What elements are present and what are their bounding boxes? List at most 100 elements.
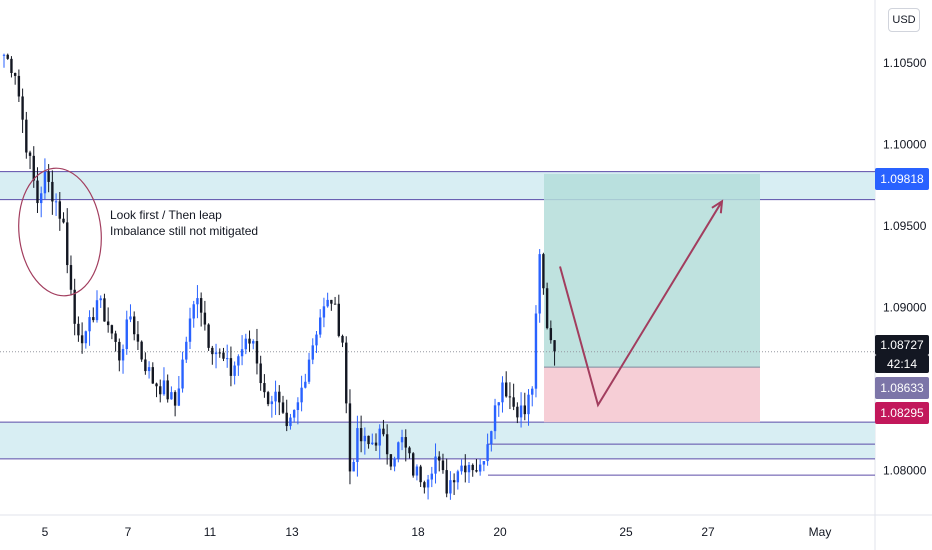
candle-body bbox=[6, 54, 9, 59]
target-price-label[interactable]: 1.09818 bbox=[875, 168, 929, 190]
candle-body bbox=[322, 306, 326, 318]
candle-body bbox=[155, 383, 158, 387]
candle-body bbox=[516, 406, 519, 418]
x-tick-label: 7 bbox=[125, 525, 132, 539]
candle-body bbox=[319, 317, 322, 335]
entry-price-label[interactable]: 1.08633 bbox=[875, 377, 929, 399]
candle-body bbox=[307, 359, 311, 382]
candle-body bbox=[356, 428, 359, 462]
candle-body bbox=[28, 152, 32, 156]
candle-body bbox=[553, 340, 556, 352]
candle-body bbox=[493, 405, 497, 432]
candle-body bbox=[501, 382, 504, 403]
stop-price-label[interactable]: 1.08295 bbox=[875, 402, 929, 424]
demand-zone bbox=[0, 422, 875, 459]
candle-body bbox=[527, 394, 530, 415]
candle-body bbox=[412, 453, 415, 476]
candle-body bbox=[226, 358, 229, 360]
candle-body bbox=[140, 341, 143, 360]
candle-body bbox=[166, 380, 169, 400]
candle-body bbox=[478, 464, 482, 472]
candle-body bbox=[408, 447, 411, 454]
profit-zone bbox=[544, 173, 760, 368]
candle-body bbox=[218, 352, 221, 354]
candle-body bbox=[400, 437, 404, 443]
candle-body bbox=[419, 466, 422, 483]
candle-body bbox=[144, 359, 147, 372]
candle-body bbox=[237, 356, 240, 366]
candle-body bbox=[77, 323, 80, 336]
candle-body bbox=[248, 338, 251, 344]
x-tick-label: 25 bbox=[619, 525, 633, 539]
candle-body bbox=[289, 417, 292, 427]
candle-body bbox=[222, 352, 225, 359]
candle-body bbox=[486, 444, 489, 462]
candle-body bbox=[252, 341, 255, 344]
candle-body bbox=[281, 402, 285, 413]
candle-body bbox=[352, 461, 355, 472]
candle-body bbox=[92, 317, 95, 321]
currency-button[interactable]: USD bbox=[888, 8, 920, 32]
candle-body bbox=[545, 288, 549, 329]
candle-body bbox=[445, 470, 448, 494]
candle-body bbox=[393, 458, 396, 467]
candle-body bbox=[147, 367, 151, 372]
candle-body bbox=[449, 480, 452, 494]
candle-body bbox=[17, 75, 21, 97]
loss-zone bbox=[544, 367, 760, 423]
candle-body bbox=[367, 435, 370, 445]
candle-body bbox=[110, 325, 114, 334]
candle-body bbox=[371, 442, 374, 445]
candle-body bbox=[337, 303, 340, 336]
current-price-label[interactable]: 1.08727 bbox=[875, 335, 929, 355]
candle-body bbox=[330, 299, 333, 304]
projection-arrowhead bbox=[711, 199, 724, 214]
candle-body bbox=[341, 335, 344, 343]
candle-body bbox=[363, 435, 367, 442]
candle-body bbox=[32, 155, 35, 181]
candle-body bbox=[47, 171, 50, 182]
candle-body bbox=[54, 201, 58, 203]
candle-body bbox=[438, 456, 441, 461]
candle-body bbox=[43, 171, 47, 194]
candle-body bbox=[103, 298, 106, 322]
candle-body bbox=[464, 465, 467, 473]
candle-body bbox=[73, 289, 76, 324]
candle-body bbox=[2, 54, 6, 56]
candle-body bbox=[181, 359, 184, 389]
candle-body bbox=[162, 380, 166, 395]
countdown-label: 42:14 bbox=[875, 355, 929, 373]
candle-body bbox=[263, 383, 266, 393]
annotation-look-first: Look first / Then leap bbox=[110, 208, 222, 222]
candle-body bbox=[207, 324, 210, 348]
candle-body bbox=[136, 334, 140, 342]
candle-body bbox=[125, 319, 128, 350]
candle-body bbox=[415, 466, 419, 476]
candle-body bbox=[266, 392, 270, 405]
candle-body bbox=[255, 341, 259, 364]
candle-body bbox=[66, 222, 69, 266]
candle-body bbox=[240, 349, 244, 357]
candle-body bbox=[88, 317, 91, 332]
candle-body bbox=[133, 316, 136, 335]
candle-body bbox=[497, 402, 500, 406]
candle-body bbox=[423, 482, 426, 488]
candle-body bbox=[274, 391, 277, 402]
y-tick-label: 1.09000 bbox=[883, 300, 927, 314]
candle-body bbox=[203, 312, 207, 325]
x-tick-label: 20 bbox=[493, 525, 507, 539]
candle-body bbox=[508, 396, 512, 398]
candle-body bbox=[84, 331, 88, 344]
candle-body bbox=[505, 382, 508, 397]
y-tick-label: 1.08000 bbox=[883, 463, 927, 477]
x-tick-label: 13 bbox=[285, 525, 299, 539]
candle-body bbox=[199, 298, 203, 313]
candle-body bbox=[244, 338, 247, 350]
candle-body bbox=[300, 387, 303, 403]
candle-body bbox=[538, 254, 541, 314]
candle-body bbox=[389, 454, 393, 467]
candle-body bbox=[106, 321, 110, 326]
candle-body bbox=[378, 428, 381, 446]
